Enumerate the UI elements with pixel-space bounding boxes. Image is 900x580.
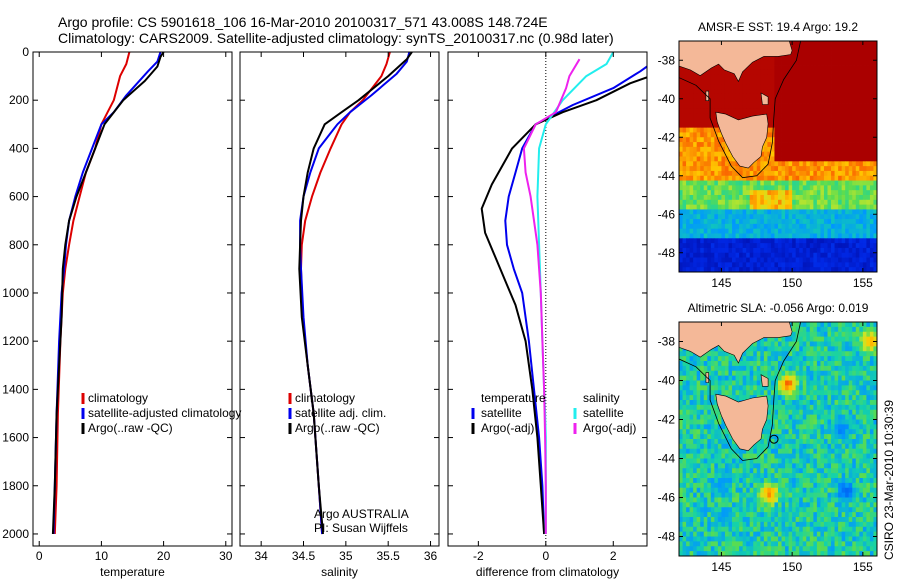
legend-label: satellite-adjusted climatology — [88, 406, 241, 420]
map-title: Altimetric SLA: -0.056 Argo: 0.019 — [688, 301, 869, 315]
x-tick-label: 2 — [610, 549, 617, 563]
x-tick-label: 145 — [711, 560, 731, 574]
x-axis-label: difference from climatology — [476, 565, 619, 579]
y-tick-label: -48 — [658, 530, 676, 544]
sst-map: AMSR-E SST: 19.4 Argo: 19.2 145 150 155 -38 -… — [658, 20, 878, 290]
land-polygon — [715, 111, 769, 169]
series-line-0 — [504, 65, 647, 535]
shelf-contour — [679, 41, 801, 179]
series-line-3 — [522, 58, 581, 534]
legend-label: satellite adj. clim. — [295, 406, 386, 420]
x-tick-label: 34 — [254, 549, 268, 563]
y-tick-label: 1200 — [2, 334, 29, 348]
land-polygon — [715, 393, 769, 452]
x-tick-label: 35.5 — [377, 549, 401, 563]
x-tick-label: 10 — [95, 549, 109, 563]
annotation-text: Argo AUSTRALIA — [314, 507, 409, 521]
y-tick-label: -44 — [658, 452, 676, 466]
header-line2: Climatology: CARS2009. Satellite-adjuste… — [58, 30, 614, 46]
x-axis-label: temperature — [100, 565, 165, 579]
x-tick-label: 34.5 — [292, 549, 316, 563]
salinity-panel: 34 34.5 35 35.5 36 salinity climatologysatelli… — [239, 51, 440, 579]
map-title: AMSR-E SST: 19.4 Argo: 19.2 — [698, 20, 858, 34]
series-line-2 — [536, 52, 615, 534]
y-tick-label: 1400 — [2, 382, 29, 396]
y-tick-label: 1000 — [2, 286, 29, 300]
difference-panel: -2 0 2 difference from climatology temperatu… — [447, 51, 648, 579]
x-tick-label: 155 — [853, 560, 873, 574]
plot-frame — [32, 51, 233, 547]
y-tick-label: -38 — [658, 53, 676, 67]
x-tick-label: 36 — [424, 549, 438, 563]
legend-label: climatology — [295, 391, 355, 405]
land-polygon — [760, 374, 769, 387]
legend-label: satellite — [481, 406, 522, 420]
header-line1: Argo profile: CS 5901618_106 16-Mar-2010… — [58, 14, 548, 30]
annotation-text: PI: Susan Wijffels — [314, 521, 408, 535]
land-polygon — [679, 41, 793, 83]
map-frame — [678, 321, 878, 557]
legend-label: satellite — [583, 406, 624, 420]
argo-location-marker — [769, 434, 779, 444]
legend-heading: temperature — [481, 391, 546, 405]
map-frame — [678, 40, 878, 273]
y-tick-label: -46 — [658, 207, 676, 221]
x-tick-label: 20 — [157, 549, 171, 563]
y-tick-label: 2000 — [2, 527, 29, 541]
map-field — [679, 41, 877, 272]
y-tick-label: -40 — [658, 374, 676, 388]
series-group — [298, 52, 413, 535]
y-tick-label: 200 — [9, 93, 29, 107]
series-group — [480, 52, 647, 535]
legend-label: Argo(-adj) — [583, 421, 636, 435]
land-polygon — [679, 322, 793, 364]
y-tick-label: -42 — [658, 130, 676, 144]
legend-label: Argo(..raw -QC) — [88, 421, 173, 435]
y-tick-label: -46 — [658, 491, 676, 505]
series-line-1 — [480, 76, 647, 535]
x-tick-label: 150 — [782, 560, 802, 574]
x-tick-label: 0 — [542, 549, 549, 563]
y-tick-label: 1800 — [2, 479, 29, 493]
y-tick-label: 0 — [22, 45, 29, 59]
series-group — [51, 52, 165, 535]
series-line-0 — [300, 52, 391, 535]
plot-frame — [447, 51, 648, 547]
x-tick-label: 30 — [219, 549, 233, 563]
y-tick-label: 1600 — [2, 431, 29, 445]
series-line-2 — [298, 52, 413, 535]
legend-label: climatology — [88, 391, 148, 405]
x-tick-label: 155 — [853, 276, 873, 290]
series-line-1 — [52, 52, 162, 535]
x-tick-label: 0 — [36, 549, 43, 563]
x-tick-label: 150 — [782, 276, 802, 290]
legend-label: Argo(..raw -QC) — [295, 421, 380, 435]
map-field — [679, 322, 877, 556]
y-tick-label: -48 — [658, 246, 676, 260]
legend-heading: salinity — [583, 391, 620, 405]
side-label: CSIRO 23-Mar-2010 10:30:39 — [882, 400, 896, 560]
temperature-panel: 0 10 20 30 0 200 400 600 800 1000 1200 1400 1600 1800… — [2, 45, 241, 579]
x-tick-label: 145 — [711, 276, 731, 290]
x-tick-label: 35 — [339, 549, 353, 563]
y-tick-label: 800 — [9, 238, 29, 252]
legend-label: Argo(-adj) — [481, 421, 534, 435]
y-tick-label: -38 — [658, 335, 676, 349]
plot-frame — [239, 51, 440, 547]
y-tick-label: -42 — [658, 413, 676, 427]
y-tick-label: 400 — [9, 141, 29, 155]
x-tick-label: -2 — [473, 549, 484, 563]
land-polygon — [760, 92, 769, 105]
shelf-contour — [679, 322, 801, 461]
y-tick-label: 600 — [9, 190, 29, 204]
series-line-2 — [51, 52, 165, 535]
series-line-0 — [53, 52, 131, 535]
x-axis-label: salinity — [321, 565, 358, 579]
y-tick-label: -44 — [658, 169, 676, 183]
y-tick-label: -40 — [658, 92, 676, 106]
sla-map: Altimetric SLA: -0.056 Argo: 0.019 145 150… — [658, 301, 878, 574]
